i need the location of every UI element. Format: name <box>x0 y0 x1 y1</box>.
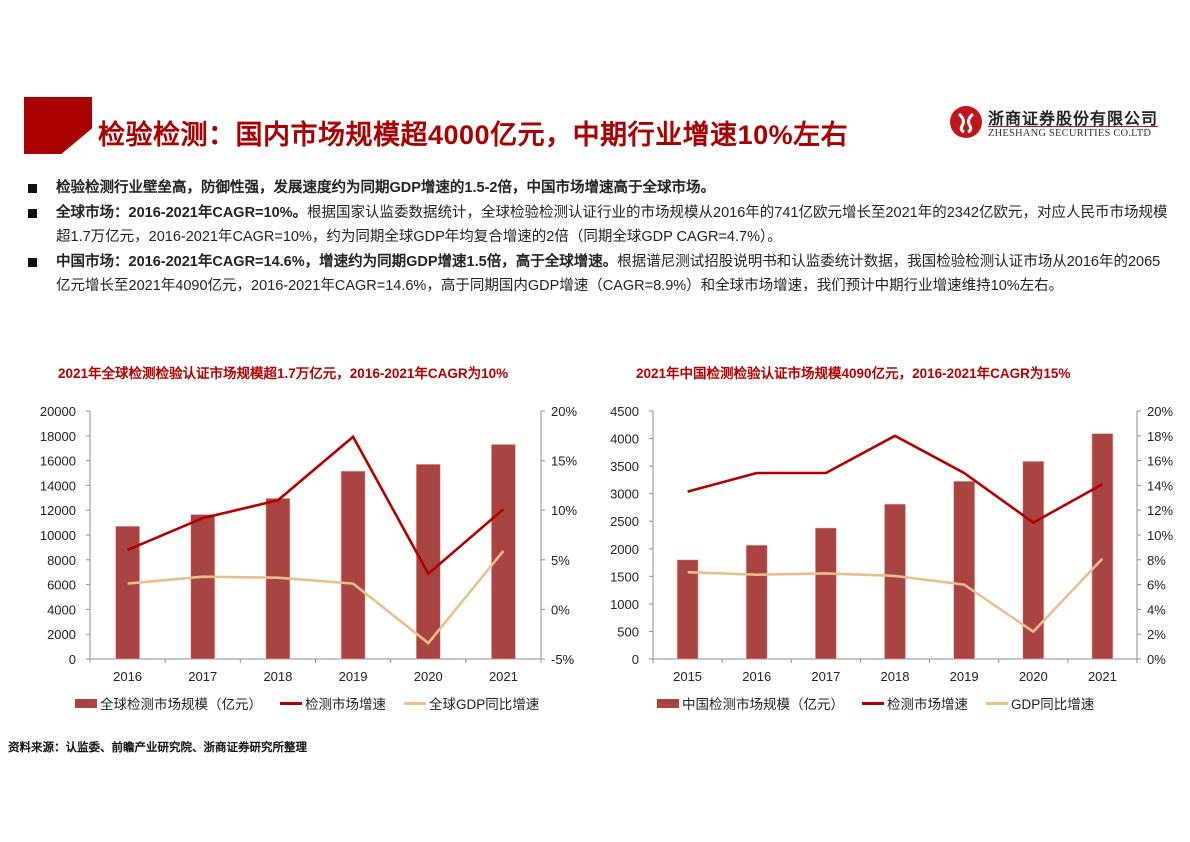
svg-text:16%: 16% <box>1147 454 1173 469</box>
bullet-bold-text: 检验检测行业壁垒高，防御性强，发展速度约为同期GDP增速的1.5-2倍，中国市场… <box>56 180 715 196</box>
svg-text:2000: 2000 <box>610 542 639 557</box>
svg-text:-5%: -5% <box>551 652 575 667</box>
legend-line-swatch <box>404 701 426 705</box>
svg-text:20%: 20% <box>551 404 577 419</box>
svg-text:0%: 0% <box>551 602 570 617</box>
svg-text:1000: 1000 <box>610 597 639 612</box>
svg-text:20000: 20000 <box>40 404 76 419</box>
bullet-item: 中国市场：2016-2021年CAGR=14.6%，增速约为同期GDP增速1.5… <box>28 250 1168 299</box>
svg-text:3000: 3000 <box>610 487 639 502</box>
svg-text:18000: 18000 <box>40 429 76 444</box>
bullet-square-icon <box>28 184 37 193</box>
legend-label: 检测市场增速 <box>887 697 968 712</box>
svg-text:1500: 1500 <box>610 569 639 584</box>
svg-text:0: 0 <box>632 652 639 667</box>
company-logo: 浙商证券股份有限公司 ZHESHANG SECURITIES CO.LTD <box>950 104 1170 144</box>
legend-line-swatch <box>986 701 1008 705</box>
svg-text:10%: 10% <box>1147 528 1173 543</box>
svg-text:8%: 8% <box>1147 553 1166 568</box>
legend-item-market-size: 全球检测市场规模（亿元） <box>75 693 262 713</box>
svg-text:15%: 15% <box>551 454 577 469</box>
legend-item-gdp-growth: GDP同比增速 <box>986 693 1094 713</box>
bullet-bold-text: 全球市场：2016-2021年CAGR=10%。 <box>56 204 308 221</box>
svg-text:2500: 2500 <box>610 514 639 529</box>
legend-item-market-growth: 检测市场增速 <box>280 693 386 713</box>
svg-text:2%: 2% <box>1147 627 1166 642</box>
svg-text:2015: 2015 <box>673 669 702 684</box>
svg-text:5%: 5% <box>551 553 570 568</box>
bullet-bold-text: 中国市场：2016-2021年CAGR=14.6%，增速约为同期GDP增速1.5… <box>56 253 618 270</box>
svg-text:12%: 12% <box>1147 503 1173 518</box>
svg-text:2016: 2016 <box>113 669 142 684</box>
bullet-item: 检验检测行业壁垒高，防御性强，发展速度约为同期GDP增速的1.5-2倍，中国市场… <box>28 176 1168 201</box>
svg-text:2021: 2021 <box>489 669 518 684</box>
bullet-list: 检验检测行业壁垒高，防御性强，发展速度约为同期GDP增速的1.5-2倍，中国市场… <box>28 176 1168 299</box>
legend-label: 检测市场增速 <box>305 697 386 712</box>
svg-text:20%: 20% <box>1147 404 1173 419</box>
svg-text:8000: 8000 <box>47 553 76 568</box>
svg-text:6%: 6% <box>1147 578 1166 593</box>
global-chart-legend: 全球检测市场规模（亿元） 检测市场增速 全球GDP同比增速 <box>75 693 539 713</box>
china-chart-legend: 中国检测市场规模（亿元） 检测市场增速 GDP同比增速 <box>657 693 1094 713</box>
legend-line-swatch <box>862 701 884 705</box>
svg-text:10000: 10000 <box>40 528 76 543</box>
svg-text:2018: 2018 <box>881 669 910 684</box>
legend-item-market-growth: 检测市场增速 <box>862 693 968 713</box>
svg-text:2020: 2020 <box>1019 669 1048 684</box>
legend-bar-swatch <box>75 698 97 708</box>
logo-english-name: ZHESHANG SECURITIES CO.LTD <box>988 128 1152 139</box>
svg-text:12000: 12000 <box>40 503 76 518</box>
svg-text:2021: 2021 <box>1088 669 1117 684</box>
svg-text:4000: 4000 <box>47 602 76 617</box>
page-title: 检验检测：国内市场规模超4000亿元，中期行业增速10%左右 <box>98 120 849 150</box>
bullet-item: 全球市场：2016-2021年CAGR=10%。根据国家认监委数据统计，全球检验… <box>28 201 1168 250</box>
legend-bar-swatch <box>657 698 679 708</box>
svg-text:500: 500 <box>617 624 639 639</box>
bullet-text: 根据国家认监委数据统计，全球检验检测认证行业的市场规模从2016年的741亿欧元… <box>56 204 1168 246</box>
svg-text:0%: 0% <box>1147 652 1166 667</box>
global-market-chart: 0 2000 4000 6000 8000 10000 12000 14000 16000 180… <box>40 404 578 684</box>
svg-text:0: 0 <box>69 652 76 667</box>
bullet-text: 根据谱尼测试招股说明书和认监委统计数据，我国检验检测认证市场从2016年的206… <box>56 253 1161 295</box>
svg-text:14%: 14% <box>1147 478 1173 493</box>
svg-text:10%: 10% <box>551 503 577 518</box>
logo-emblem-icon <box>950 106 982 138</box>
svg-text:2018: 2018 <box>263 669 292 684</box>
bullet-square-icon <box>28 257 37 267</box>
svg-text:18%: 18% <box>1147 429 1173 444</box>
svg-text:2019: 2019 <box>339 669 368 684</box>
bullet-square-icon <box>28 208 37 218</box>
svg-text:2017: 2017 <box>811 669 840 684</box>
legend-item-market-size: 中国检测市场规模（亿元） <box>657 693 844 713</box>
svg-text:6000: 6000 <box>47 578 76 593</box>
svg-text:4%: 4% <box>1147 602 1166 617</box>
source-note: 资料来源：认监委、前瞻产业研究院、浙商证券研究所整理 <box>8 742 307 754</box>
logo-divider <box>988 126 1158 127</box>
legend-label: GDP同比增速 <box>1011 697 1095 712</box>
svg-text:4000: 4000 <box>610 432 639 447</box>
svg-text:2016: 2016 <box>742 669 771 684</box>
svg-text:14000: 14000 <box>40 478 76 493</box>
svg-text:2020: 2020 <box>414 669 443 684</box>
china-market-chart: 0 500 1000 1500 2000 2500 3000 3500 4000 4500 0% 2%… <box>610 404 1173 684</box>
global-chart-title: 2021年全球检测检验认证市场规模超1.7万亿元，2016-2021年CAGR为… <box>58 366 509 381</box>
logo-chinese-name: 浙商证券股份有限公司 <box>988 111 1159 128</box>
svg-text:2000: 2000 <box>47 627 76 642</box>
svg-text:3500: 3500 <box>610 459 639 474</box>
legend-label: 全球GDP同比增速 <box>429 697 540 712</box>
svg-text:4500: 4500 <box>610 404 639 419</box>
china-chart-title: 2021年中国检测检验认证市场规模4090亿元，2016-2021年CAGR为1… <box>636 366 1071 381</box>
legend-label: 中国检测市场规模（亿元） <box>682 697 844 712</box>
svg-text:2017: 2017 <box>188 669 217 684</box>
legend-line-swatch <box>280 701 302 705</box>
title-accent-block <box>24 97 92 154</box>
svg-text:2019: 2019 <box>950 669 979 684</box>
svg-text:16000: 16000 <box>40 454 76 469</box>
legend-item-gdp-growth: 全球GDP同比增速 <box>404 693 539 713</box>
legend-label: 全球检测市场规模（亿元） <box>100 697 262 712</box>
